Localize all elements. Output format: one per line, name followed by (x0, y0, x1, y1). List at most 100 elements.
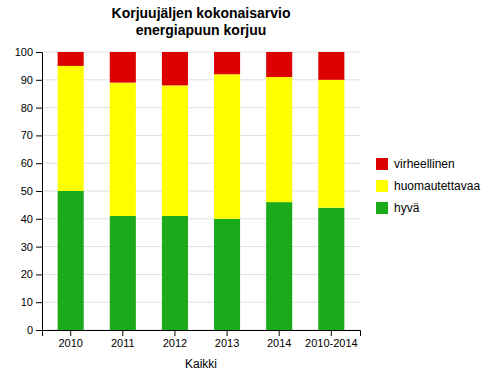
y-tick: 90 (21, 74, 42, 86)
y-tick-label: 0 (27, 324, 33, 336)
y-tick: 60 (21, 157, 42, 169)
grid (42, 52, 360, 330)
legend-item: huomautettavaa (376, 179, 480, 193)
y-tick-label: 100 (15, 46, 33, 58)
legend-label: huomautettavaa (394, 179, 480, 193)
x-tick-label: 2011 (111, 337, 135, 349)
grid-line (42, 302, 360, 303)
tick-mark (174, 330, 175, 336)
y-tick-label: 90 (21, 74, 33, 86)
x-tick: 2011 (111, 330, 135, 349)
x-tick-label: 2012 (163, 337, 187, 349)
tick-mark (122, 330, 123, 336)
bar (318, 52, 344, 80)
bar (318, 208, 344, 330)
grid-line (42, 274, 360, 275)
bar (162, 85, 188, 216)
x-tick: 2014 (267, 330, 291, 349)
bar-series (58, 52, 345, 85)
tick-mark (36, 247, 42, 248)
tick-mark (36, 108, 42, 109)
bar-series (58, 191, 345, 330)
bar (318, 80, 344, 208)
legend-swatch (376, 158, 388, 170)
axis-line (36, 53, 43, 331)
tick-mark (36, 330, 42, 331)
x-tick-label: 2013 (215, 337, 239, 349)
tick-mark (36, 274, 42, 275)
x-tick: 2010 (58, 330, 82, 349)
bar (110, 52, 136, 83)
chart: 2010 2011 2012 2013 2014 2010-2014 0 10 20 30 40 50… (0, 0, 488, 376)
x-tick-label: 2014 (267, 337, 291, 349)
plot-area: 2010 2011 2012 2013 2014 2010-2014 0 10 20 30 40 50… (15, 46, 361, 349)
legend-item: virheellinen (376, 157, 455, 171)
bar (110, 83, 136, 216)
x-tick-label: 2010 (58, 337, 82, 349)
tick-mark (36, 163, 42, 164)
grid-line (42, 218, 360, 219)
y-tick: 20 (21, 268, 42, 280)
axis-line (43, 331, 361, 337)
tick-mark (279, 330, 280, 336)
y-tick-label: 80 (21, 102, 33, 114)
bar (58, 66, 84, 191)
grid-line (42, 191, 360, 192)
grid-line (42, 163, 360, 164)
y-tick: 10 (21, 296, 42, 308)
bar (266, 202, 292, 330)
tick-mark (36, 52, 42, 53)
tick-mark (331, 330, 332, 336)
bar (162, 216, 188, 330)
y-tick-label: 10 (21, 296, 33, 308)
bar (214, 74, 240, 219)
bar (162, 52, 188, 85)
tick-mark (36, 219, 42, 220)
bars (58, 52, 345, 330)
y-tick: 40 (21, 213, 42, 225)
tick-mark (36, 80, 42, 81)
legend-swatch (376, 180, 388, 192)
grid-line (42, 79, 360, 80)
x-axis: 2010 2011 2012 2013 2014 2010-2014 (43, 330, 361, 349)
legend: virheellinen huomautettavaa hyvä (376, 157, 480, 215)
y-tick: 80 (21, 102, 42, 114)
y-tick-label: 40 (21, 213, 33, 225)
x-axis-label: Kaikki (185, 357, 217, 371)
x-tick: 2013 (215, 330, 239, 349)
x-tick: 2010-2014 (305, 330, 358, 349)
y-tick: 30 (21, 241, 42, 253)
bar (266, 52, 292, 77)
legend-label: virheellinen (394, 157, 455, 171)
tick-mark (70, 330, 71, 336)
tick-mark (36, 302, 42, 303)
bar (214, 52, 240, 74)
x-tick-label: 2010-2014 (305, 337, 358, 349)
grid-line (42, 107, 360, 108)
y-tick: 0 (27, 324, 42, 336)
legend-swatch (376, 202, 388, 214)
legend-item: hyvä (376, 201, 420, 215)
y-tick-label: 70 (21, 129, 33, 141)
y-tick-label: 50 (21, 185, 33, 197)
y-axis: 0 10 20 30 40 50 60 70 80 90 100 (15, 46, 43, 336)
grid-line (42, 52, 360, 53)
tick-mark (36, 191, 42, 192)
grid-line (42, 135, 360, 136)
y-tick: 50 (21, 185, 42, 197)
bar-series (58, 66, 345, 219)
title: Korjuujäljen kokonaisarvioenergiapuun ko… (112, 5, 291, 38)
grid-line (42, 246, 360, 247)
y-tick: 70 (21, 129, 42, 141)
tick-mark (36, 135, 42, 136)
y-tick-label: 60 (21, 157, 33, 169)
y-tick-label: 30 (21, 241, 33, 253)
bar (58, 52, 84, 66)
bar (214, 219, 240, 330)
bar (58, 191, 84, 330)
legend-label: hyvä (394, 201, 420, 215)
y-tick-label: 20 (21, 268, 33, 280)
bar (110, 216, 136, 330)
tick-mark (227, 330, 228, 336)
y-tick: 100 (15, 46, 42, 58)
